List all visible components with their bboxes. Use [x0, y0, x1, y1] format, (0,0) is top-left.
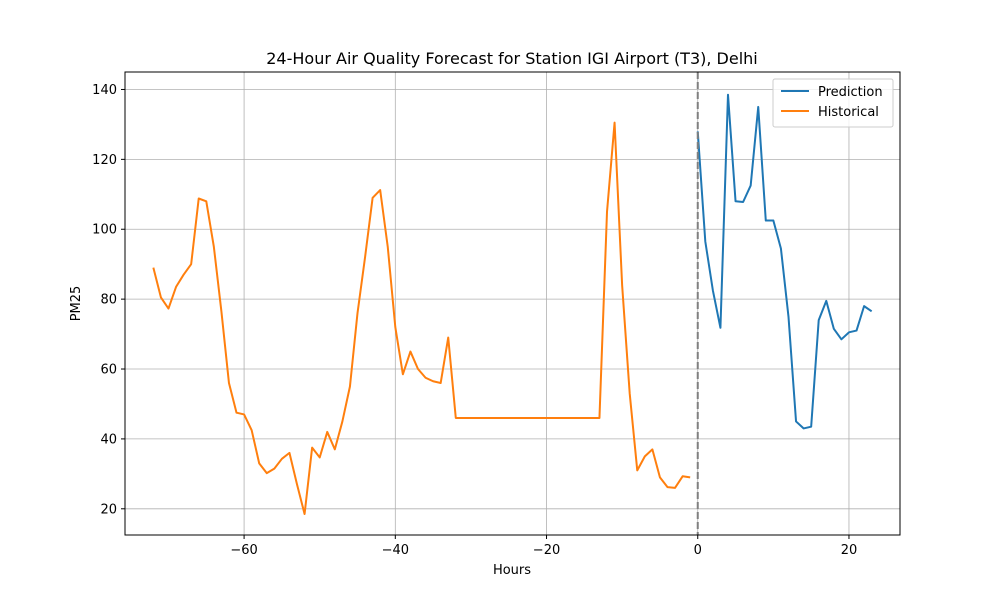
series-layer [152, 72, 873, 535]
x-tick-label: −20 [533, 543, 560, 558]
legend: Prediction Historical [772, 78, 894, 128]
grid [125, 72, 900, 535]
x-tick-label: 20 [841, 543, 858, 558]
series-line-prediction [696, 93, 873, 430]
y-tick-label: 40 [100, 432, 117, 447]
y-axis-label: PM25 [69, 286, 84, 322]
y-tick-label: 20 [100, 502, 117, 517]
y-tick-label: 60 [100, 363, 117, 378]
x-tick-label: −60 [230, 543, 257, 558]
legend-label-prediction: Prediction [818, 85, 883, 100]
y-axis: 20 40 60 80 100 120 140 [92, 83, 125, 517]
series-line-historical [152, 121, 691, 516]
y-tick-label: 80 [100, 293, 117, 308]
y-tick-label: 140 [92, 83, 117, 98]
x-tick-label: −40 [382, 543, 409, 558]
x-axis: −60 −40 −20 0 20 [230, 535, 857, 558]
plot-frame [124, 71, 901, 536]
y-tick-label: 100 [92, 223, 117, 238]
x-axis-label: Hours [493, 563, 531, 578]
y-tick-label: 120 [92, 153, 117, 168]
legend-label-historical: Historical [818, 105, 879, 120]
x-tick-label: 0 [694, 543, 702, 558]
chart-title: 24-Hour Air Quality Forecast for Station… [266, 49, 758, 68]
